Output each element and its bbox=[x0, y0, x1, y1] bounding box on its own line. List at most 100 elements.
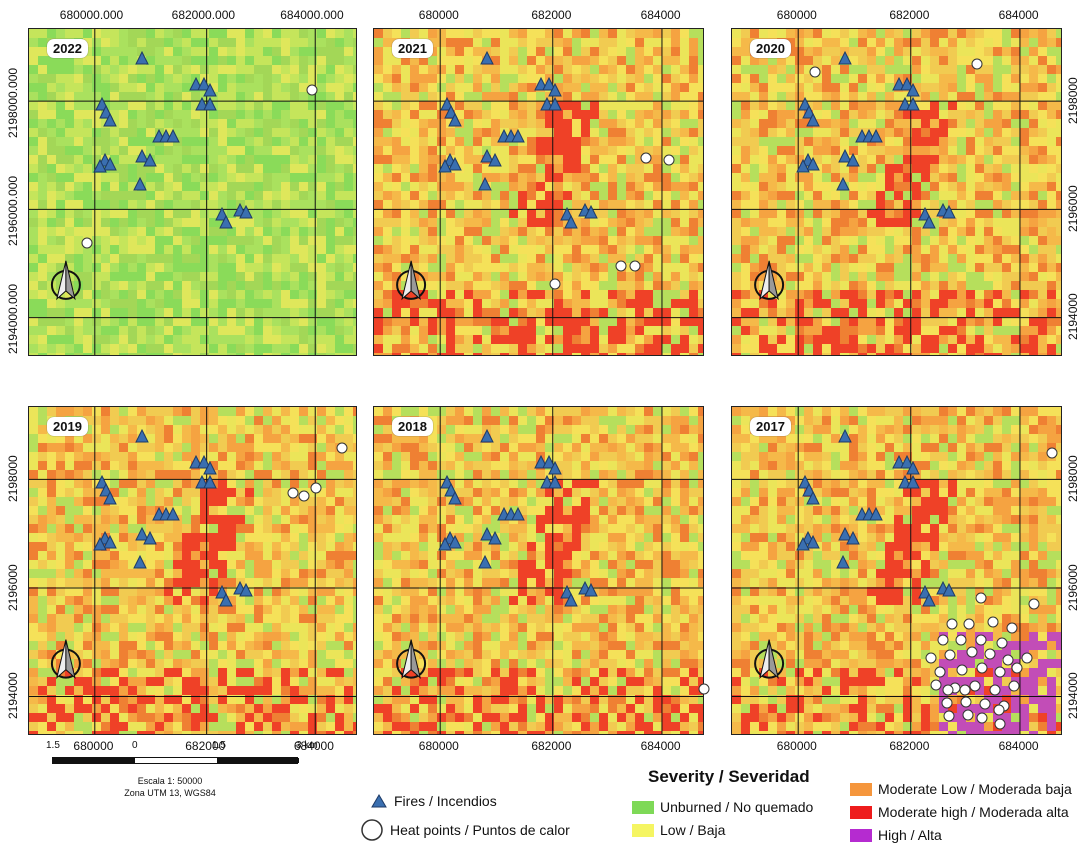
scale-label-4: 3 km bbox=[296, 740, 318, 751]
heat-point bbox=[993, 704, 1005, 716]
heat-point bbox=[615, 260, 627, 272]
heat-point bbox=[549, 278, 561, 290]
fire-marker bbox=[548, 461, 562, 475]
scale-text: Escala 1: 50000 Zona UTM 13, WGS84 bbox=[100, 775, 240, 799]
coord-label-top: 682000 bbox=[889, 8, 930, 22]
fire-marker bbox=[219, 215, 233, 229]
fire-marker bbox=[906, 97, 920, 111]
heat-point bbox=[996, 637, 1008, 649]
heat-point bbox=[306, 84, 318, 96]
fire-marker bbox=[239, 205, 253, 219]
fire-marker bbox=[906, 461, 920, 475]
fire-marker bbox=[906, 475, 920, 489]
heat-point bbox=[944, 649, 956, 661]
coord-label-top: 682000.000 bbox=[171, 8, 236, 22]
heat-point bbox=[975, 592, 987, 604]
fire-marker bbox=[796, 159, 810, 173]
heat-point bbox=[942, 684, 954, 696]
fire-marker bbox=[922, 215, 936, 229]
fire-marker bbox=[836, 555, 850, 569]
fire-marker bbox=[942, 583, 956, 597]
heat-point bbox=[976, 662, 988, 674]
fire-marker bbox=[838, 51, 852, 65]
fire-marker bbox=[488, 153, 502, 167]
heat-point bbox=[1028, 598, 1040, 610]
fire-marker bbox=[203, 461, 217, 475]
triangle-icon bbox=[371, 794, 387, 808]
map-panel-2021: 2021 bbox=[373, 28, 704, 356]
coord-label-bottom: 684000 bbox=[293, 739, 334, 753]
coord-label-bottom: 680000 bbox=[776, 739, 817, 753]
coord-label-bottom: 680000 bbox=[73, 739, 114, 753]
legend-class: Unburned / No quemado bbox=[632, 799, 813, 815]
fire-marker bbox=[438, 537, 452, 551]
fire-marker bbox=[869, 507, 883, 521]
heat-point bbox=[989, 684, 1001, 696]
fire-marker bbox=[838, 149, 852, 163]
fire-marker bbox=[548, 475, 562, 489]
heat-point bbox=[955, 634, 967, 646]
legend-class: High / Alta bbox=[850, 827, 942, 843]
year-label-2020: 2020 bbox=[750, 39, 791, 58]
legend-class-label: High / Alta bbox=[878, 827, 942, 843]
coord-label-right: 2194000 bbox=[1066, 293, 1080, 341]
heat-point bbox=[640, 152, 652, 164]
coord-label-bottom: 684000 bbox=[640, 739, 681, 753]
fire-marker bbox=[480, 149, 494, 163]
fire-marker bbox=[900, 455, 914, 469]
fire-marker bbox=[103, 157, 117, 171]
scale-label-1: 1.5 bbox=[46, 740, 60, 751]
fire-marker bbox=[548, 83, 562, 97]
fire-marker bbox=[846, 531, 860, 545]
fire-marker bbox=[511, 129, 525, 143]
fire-marker bbox=[548, 97, 562, 111]
north-arrow-icon bbox=[396, 639, 427, 680]
heat-point bbox=[987, 616, 999, 628]
year-label-2021: 2021 bbox=[392, 39, 433, 58]
coord-label-right: 2196000 bbox=[1066, 564, 1080, 611]
fire-marker bbox=[542, 455, 556, 469]
legend-swatch bbox=[850, 805, 872, 819]
heat-point bbox=[959, 684, 971, 696]
heat-point bbox=[976, 712, 988, 724]
fire-marker bbox=[239, 583, 253, 597]
legend-class: Low / Baja bbox=[632, 822, 725, 838]
legend-fires-label: Fires / Incendios bbox=[394, 793, 497, 809]
coord-label-top: 684000.000 bbox=[280, 8, 344, 22]
heat-point bbox=[1008, 680, 1020, 692]
coord-label-top: 684000 bbox=[998, 8, 1039, 22]
fire-marker bbox=[143, 531, 157, 545]
coord-label-bottom: 684000 bbox=[998, 739, 1039, 753]
fire-marker bbox=[448, 491, 462, 505]
heat-point bbox=[336, 442, 348, 454]
heat-point bbox=[994, 666, 1006, 678]
map-panel-2019: 2019 bbox=[28, 406, 357, 735]
north-arrow-icon bbox=[754, 260, 785, 301]
fire-marker bbox=[197, 77, 211, 91]
fire-marker bbox=[806, 535, 820, 549]
fire-marker bbox=[836, 177, 850, 191]
coord-label-top: 684000 bbox=[640, 8, 681, 22]
fire-marker bbox=[135, 527, 149, 541]
fire-marker bbox=[135, 429, 149, 443]
coord-label-bottom: 682000 bbox=[889, 739, 930, 753]
fire-marker bbox=[143, 153, 157, 167]
coord-label-top: 682000 bbox=[531, 8, 572, 22]
fire-marker bbox=[806, 157, 820, 171]
fire-marker bbox=[197, 455, 211, 469]
circle-icon bbox=[361, 819, 383, 841]
fire-marker bbox=[838, 429, 852, 443]
heat-point bbox=[943, 710, 955, 722]
fire-marker bbox=[166, 129, 180, 143]
fire-marker bbox=[166, 507, 180, 521]
coord-label-left: 2196000 bbox=[6, 564, 20, 611]
coord-label-bottom: 682000 bbox=[185, 739, 226, 753]
heat-point bbox=[1011, 662, 1023, 674]
fire-marker bbox=[869, 129, 883, 143]
heat-point bbox=[960, 696, 972, 708]
heat-point bbox=[925, 652, 937, 664]
heat-point bbox=[975, 634, 987, 646]
fire-marker bbox=[542, 77, 556, 91]
fire-marker bbox=[219, 593, 233, 607]
fire-marker bbox=[480, 51, 494, 65]
